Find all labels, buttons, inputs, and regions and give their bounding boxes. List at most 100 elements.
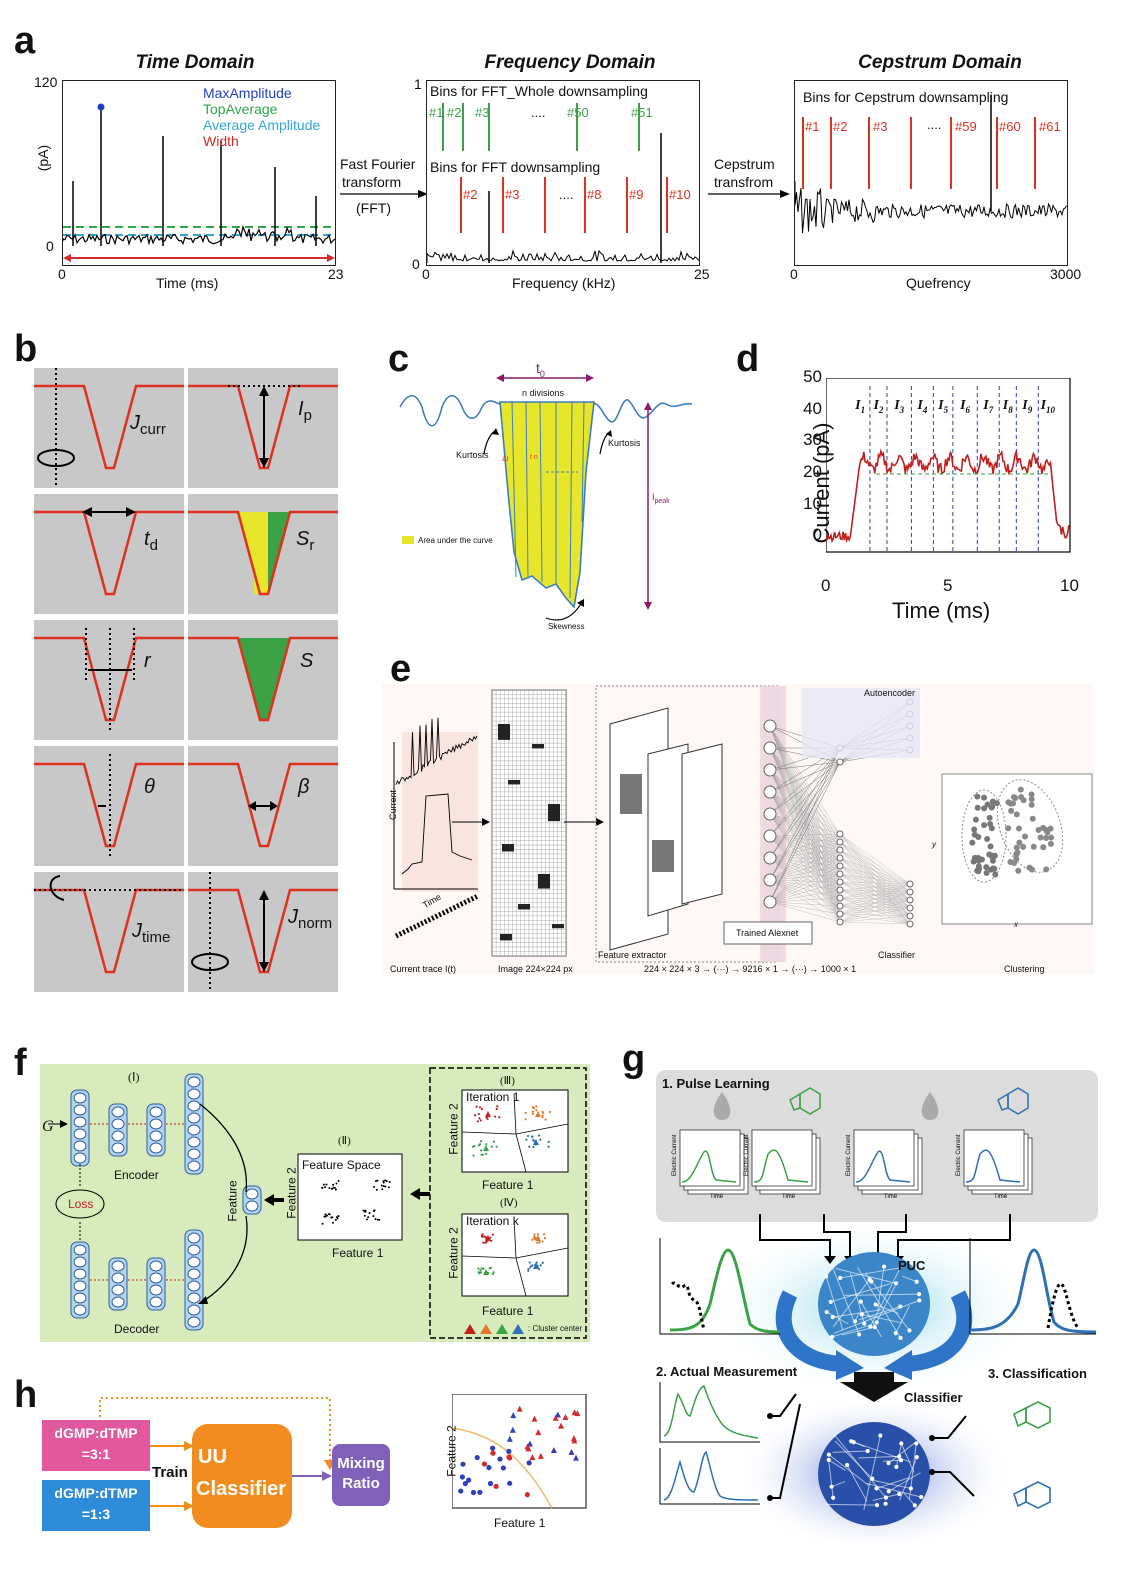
stage-ii-label: (Ⅱ): [338, 1135, 351, 1147]
cluster-center-label: : Cluster center: [528, 1324, 583, 1333]
encoder-label: Encoder: [114, 1168, 159, 1182]
d-y-tick: 30: [803, 430, 822, 450]
bin-whole-dots: ....: [531, 105, 546, 120]
ceps-x-label: Quefrency: [906, 275, 971, 291]
ratio-3-1-box: dGMP:dTMP =3:1: [42, 1420, 150, 1471]
freq-x-label: Frequency (kHz): [512, 275, 616, 291]
h-feature2-label: Feature 2: [444, 1425, 459, 1477]
d-x-tick: 10: [1060, 576, 1079, 595]
svg-text:Time: Time: [782, 1194, 796, 1200]
j-curr-glyph: [34, 368, 184, 488]
segment-label-1: I1: [855, 398, 865, 415]
e-x-axis: x: [1014, 920, 1018, 929]
legend-width: Width: [203, 133, 239, 149]
e-trace-label: Current trace I(t): [390, 964, 457, 974]
s-label: S: [300, 650, 313, 673]
tile-symbol: J: [132, 920, 142, 942]
svg-text:Electric Current: Electric Current: [846, 1134, 852, 1176]
svg-text:Electric Current: Electric Current: [672, 1134, 678, 1176]
frequency-domain-plot: Bins for FFT_Whole downsampling Bins for…: [426, 80, 700, 266]
ceps-x-start: 0: [790, 266, 798, 282]
theta-glyph: [34, 754, 184, 858]
segment-label-8: I8: [1003, 398, 1013, 415]
segment-letter: I: [1002, 398, 1009, 413]
stage-iii-label: (Ⅲ): [500, 1075, 515, 1087]
kurtosis-right-label: Kurtosis: [608, 438, 641, 448]
segment-index: 10: [1046, 404, 1056, 415]
train-label: Train: [152, 1464, 188, 1481]
d-y-tick: 50: [803, 367, 822, 386]
s-r-tile: Sr: [188, 494, 338, 614]
s-tile: S: [188, 620, 338, 740]
j-curr-label: Jcurr: [130, 412, 166, 438]
time-trace: [62, 103, 336, 262]
segment-letter: I: [1022, 398, 1028, 413]
s-r-glyph: [188, 510, 338, 596]
segment-letter: I: [1040, 398, 1047, 413]
bin-fft-3: #3: [505, 187, 520, 202]
cepstrum-domain-plot: Bins for Cepstrum downsampling #1 #2 #3 …: [794, 80, 1068, 266]
bin-ceps-2: #2: [833, 119, 848, 134]
r-tile: r: [34, 620, 184, 740]
clustering-label: Clustering: [1004, 964, 1045, 974]
tile-subscript: p: [303, 407, 312, 424]
j-norm-tile: Jnorm: [188, 872, 338, 992]
kurtosis-left-label: Kurtosis: [456, 450, 489, 460]
panel-label-c: c: [388, 338, 410, 380]
iteration-k-label: Iteration k: [466, 1214, 519, 1228]
classifier-label: Classifier: [904, 1390, 963, 1405]
time-y-unit: (pA): [35, 144, 52, 172]
tile-symbol: r: [144, 650, 151, 672]
bin-fft-9: #9: [629, 187, 644, 202]
uu-label: UU: [198, 1446, 227, 1468]
bin-ceps-dots: ....: [927, 117, 942, 132]
tile-subscript: curr: [140, 421, 166, 438]
decoder-label: Decoder: [114, 1322, 160, 1336]
tile-symbol: S: [300, 650, 314, 672]
it1-feature2-label: Feature 2: [446, 1103, 461, 1155]
bin-ceps-60: #60: [999, 119, 1021, 134]
skewness-label: Skewness: [548, 622, 585, 631]
tile-symbol: I: [298, 398, 304, 420]
d-x-tick: 0: [821, 576, 831, 595]
segment-index: 4: [922, 404, 928, 415]
segment-label-10: I10: [1041, 398, 1055, 415]
segment-letter: I: [960, 398, 966, 413]
e-classifier-label: Classifier: [878, 950, 916, 960]
fft-arrow-line3: (FFT): [356, 200, 391, 216]
panel-label-h: h: [14, 1374, 38, 1416]
tile-subscript: time: [142, 929, 171, 946]
panel-label-g: g: [622, 1038, 646, 1080]
actual-measurement-label: 2. Actual Measurement: [656, 1364, 798, 1379]
j-time-glyph: [34, 875, 184, 974]
panel-label-b: b: [14, 328, 38, 370]
svg-text:Time: Time: [884, 1194, 898, 1200]
cepstrum-arrow: [708, 190, 790, 198]
h-scatter: [452, 1394, 587, 1509]
t0-label: t0: [536, 360, 545, 379]
j-norm-glyph: [188, 872, 338, 992]
tile-symbol: J: [130, 412, 140, 434]
freq-x-start: 0: [422, 266, 430, 282]
svg-text:Electric Current: Electric Current: [956, 1134, 962, 1176]
e-dims-label: 224 × 224 × 3 → (···) → 9216 × 1 → (···)…: [644, 964, 857, 974]
event-diagram: [399, 374, 693, 621]
cepstrum-trace: [794, 95, 1067, 234]
d-x-label: Time (ms): [892, 598, 991, 623]
loss-label: Loss: [68, 1197, 94, 1211]
d-y-tick: 0: [812, 525, 822, 545]
panel-label-a: a: [14, 20, 36, 62]
beta-label: β: [298, 776, 309, 799]
feature-label: Feature: [225, 1180, 240, 1222]
tile-subscript: norm: [298, 915, 333, 932]
time-domain-title: Time Domain: [135, 52, 255, 73]
ratio-label: Ratio: [342, 1475, 380, 1492]
s-r-label: Sr: [296, 528, 314, 554]
panel-label-f: f: [14, 1042, 27, 1084]
bin-whole-51: #51: [631, 105, 653, 120]
segment-letter: I: [855, 398, 861, 413]
segment-index: 7: [988, 404, 994, 415]
segment-letter: I: [873, 398, 879, 413]
ratio-1-3-line1: dGMP:dTMP: [54, 1485, 138, 1501]
segment-index: 2: [878, 404, 884, 415]
